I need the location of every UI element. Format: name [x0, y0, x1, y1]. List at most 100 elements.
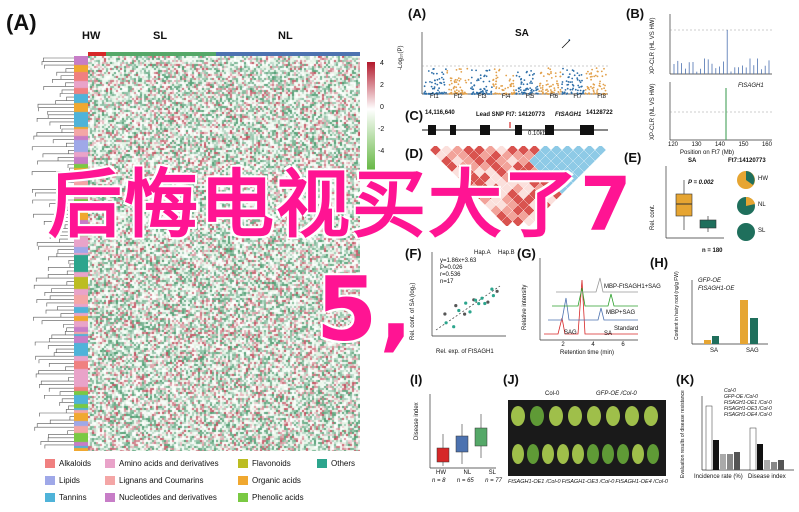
manhattan-point: [529, 82, 531, 84]
xpclr-xtick: 140: [714, 142, 725, 148]
leaf: [602, 444, 614, 464]
manhattan-point: [438, 91, 441, 94]
manhattan-point: [546, 93, 549, 95]
manhattan-point: [512, 74, 515, 77]
dendrogram-branch: [46, 302, 74, 307]
manhattan-point: [580, 92, 583, 95]
leaf: [617, 444, 629, 464]
manhattan-point: [540, 71, 542, 74]
dendrogram-branch: [48, 363, 74, 367]
manhattan-point: [488, 80, 491, 83]
dendrogram-branch: [67, 164, 74, 169]
manhattan-point: [434, 82, 437, 85]
panel-k-label: (K): [676, 372, 695, 387]
manhattan-point: [522, 83, 525, 86]
e-title: SA: [688, 158, 697, 164]
manhattan-point: [571, 88, 574, 91]
dendrogram-branch: [69, 167, 74, 172]
chrom-label: Ft1: [430, 94, 439, 100]
manhattan-point: [482, 93, 485, 95]
manhattan-point: [470, 87, 472, 90]
xpclr-xtick: 150: [738, 142, 749, 148]
manhattan-point: [550, 72, 552, 75]
manhattan-point: [592, 83, 595, 86]
manhattan-point: [579, 89, 582, 92]
k-legend-item: FtSAGH1-OE4 /Col-0: [724, 412, 772, 418]
manhattan-point: [455, 81, 458, 83]
manhattan-point: [479, 91, 482, 94]
ld-heatmap: [430, 146, 607, 226]
i-n-label: n = 65: [456, 478, 474, 484]
dendrogram-branch: [69, 416, 74, 421]
dendrogram-branch: [59, 391, 74, 396]
manhattan-point: [577, 89, 579, 92]
panel-g-label: (G): [517, 246, 536, 261]
manhattan-point: [434, 79, 436, 82]
chrom-label: Ft8: [597, 94, 606, 100]
leaf: [644, 406, 658, 426]
manhattan-point: [457, 77, 460, 80]
legend-label: Alkaloids: [59, 459, 92, 468]
manhattan-point: [510, 93, 513, 95]
manhattan-point: [548, 85, 551, 88]
e-boxplot: [665, 166, 724, 239]
manhattan-point: [519, 86, 522, 89]
manhattan-point: [492, 83, 495, 86]
dendrogram-branch: [61, 398, 74, 403]
manhattan-point: [576, 77, 579, 79]
manhattan-point: [546, 80, 548, 82]
manhattan-point: [562, 67, 564, 70]
manhattan-point: [459, 78, 462, 80]
legend-item: Others: [317, 459, 355, 468]
dendrogram: [31, 57, 74, 449]
f-point: [457, 308, 461, 313]
dendrogram-branch: [55, 348, 74, 353]
manhattan-point: [547, 93, 550, 95]
manhattan-point: [462, 93, 464, 95]
xpclr-top-ylabel: XP-CLR (HL VS HW): [650, 17, 656, 74]
i-n-label: n = 8: [432, 478, 446, 484]
manhattan-point: [541, 84, 544, 87]
manhattan-point: [524, 92, 527, 95]
manhattan-point: [604, 89, 607, 92]
manhattan-point: [558, 93, 561, 95]
dendrogram-branch: [37, 160, 74, 165]
panel-d-label: (D): [405, 146, 424, 161]
manhattan-point: [450, 82, 453, 85]
manhattan-point: [432, 72, 435, 75]
manhattan-point: [605, 93, 608, 95]
manhattan-point: [542, 75, 545, 77]
i-x-label: HW: [436, 470, 446, 476]
dendrogram-branch: [36, 118, 74, 122]
e-pies: [737, 171, 755, 241]
dendrogram-branch: [54, 210, 74, 215]
manhattan-point: [565, 80, 568, 82]
manhattan-point: [551, 91, 554, 93]
f-point: [444, 321, 448, 325]
manhattan-point: [466, 67, 469, 70]
manhattan-point: [515, 74, 518, 77]
legend-label: Nucleotides and derivatives: [119, 493, 217, 502]
dendrogram-branch: [35, 373, 74, 378]
manhattan-point: [458, 68, 461, 70]
dendrogram-branch: [41, 61, 74, 66]
panel-a-label: (A): [6, 10, 37, 35]
legend-item: Flavonoids: [238, 459, 291, 468]
f-point: [495, 289, 499, 293]
manhattan-point: [434, 92, 437, 95]
manhattan-point: [587, 70, 589, 73]
heatmap: [88, 56, 360, 451]
manhattan-point: [602, 93, 604, 95]
manhattan-point: [510, 85, 512, 87]
dendrogram-branch: [44, 64, 74, 69]
k-bars: [701, 396, 794, 471]
legend-label: Organic acids: [252, 476, 301, 485]
dendrogram-branch: [51, 288, 74, 293]
manhattan-point: [485, 90, 487, 92]
xpclr-xtick: 120: [668, 142, 679, 148]
f-point: [468, 310, 472, 314]
manhattan-point: [571, 81, 573, 83]
group-nl-bar: [216, 52, 360, 56]
legend-swatch: [238, 476, 248, 485]
i-n-label: n = 77: [485, 478, 502, 484]
